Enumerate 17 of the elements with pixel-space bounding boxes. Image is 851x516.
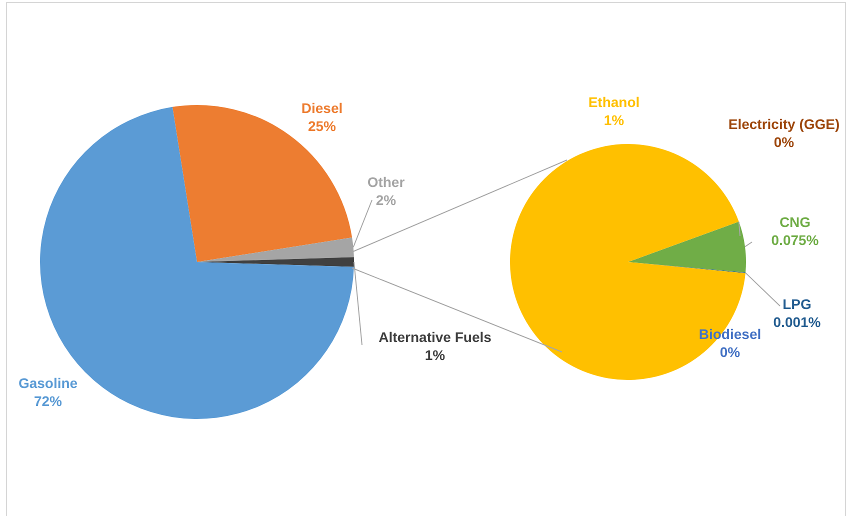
slice-label: LPG bbox=[782, 296, 812, 312]
data-label: 2% bbox=[376, 192, 397, 208]
slice-label: Alternative Fuels bbox=[378, 328, 492, 345]
slice-label: CNG bbox=[779, 214, 811, 230]
data-label: 0.001% bbox=[773, 314, 822, 330]
slice-label: Other bbox=[367, 174, 406, 190]
data-label: 1% bbox=[424, 346, 446, 363]
slice-label: Diesel bbox=[301, 100, 343, 116]
data-label: 72% bbox=[34, 392, 63, 409]
data-label: 25% bbox=[308, 118, 337, 134]
data-label: 1% bbox=[604, 112, 625, 128]
text: 0% bbox=[774, 134, 794, 150]
category-label: Electricity (GGE) bbox=[728, 116, 840, 132]
slice-label: Gasoline bbox=[18, 374, 78, 391]
text: 0% bbox=[720, 344, 740, 360]
data-label: 0.075% bbox=[771, 232, 820, 248]
slice-label: Ethanol bbox=[588, 94, 640, 110]
